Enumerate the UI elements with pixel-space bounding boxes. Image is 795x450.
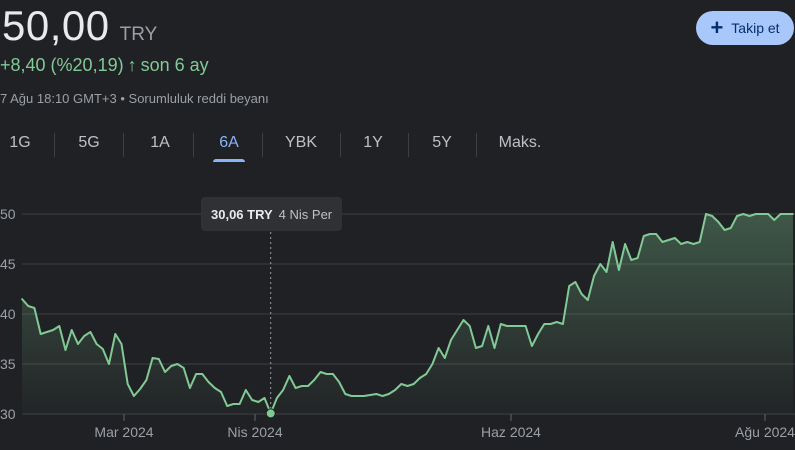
x-tick-label: Nis 2024	[227, 424, 282, 440]
disclaimer-link[interactable]: Sorumluluk reddi beyanı	[128, 91, 269, 106]
x-tick-label: Mar 2024	[94, 424, 153, 440]
range-tabs: 1G 5G 1A 6A YBK 1Y 5Y Maks.	[0, 128, 560, 162]
tooltip-price: 30,06 TRY	[211, 206, 273, 222]
tab-1g[interactable]: 1G	[9, 134, 31, 151]
tooltip-date: 4 Nis Per	[278, 206, 333, 222]
price-line	[21, 213, 793, 415]
quote-meta: 7 Ağu 18:10 GMT+3 • Sorumluluk reddi bey…	[0, 91, 269, 106]
hover-point	[265, 408, 276, 419]
x-axis-ticks: Mar 2024 Nis 2024 Haz 2024 Ağu 2024	[94, 414, 795, 440]
tab-divider	[408, 133, 409, 157]
change-period: son 6 ay	[140, 55, 209, 75]
tab-divider	[340, 133, 341, 157]
y-tick-label: 45	[0, 256, 16, 272]
y-tick-label: 30	[0, 406, 16, 422]
tab-divider	[54, 133, 55, 157]
follow-label: Takip et	[731, 20, 780, 36]
tab-ybk[interactable]: YBK	[284, 134, 317, 151]
y-tick-label: 40	[0, 306, 16, 322]
arrow-up-icon: ↑	[127, 55, 137, 75]
tab-divider	[476, 133, 477, 157]
y-axis-ticks: 30 35 40 45 50	[0, 206, 16, 422]
tab-divider	[193, 133, 194, 157]
bullet-separator: •	[120, 91, 125, 106]
tab-6a[interactable]: 6A	[213, 128, 245, 162]
y-tick-label: 35	[0, 356, 16, 372]
price-area	[22, 214, 793, 414]
price-change: +8,40 (%20,19) ↑ son 6 ay	[0, 55, 209, 76]
y-tick-label: 50	[0, 206, 16, 222]
x-tick-label: Ağu 2024	[735, 424, 795, 440]
price-header: 50,00 TRY	[2, 2, 157, 50]
tab-maks[interactable]: Maks.	[498, 134, 542, 151]
tab-1a[interactable]: 1A	[150, 134, 170, 151]
x-tick-label: Haz 2024	[481, 424, 541, 440]
currency-label: TRY	[119, 24, 158, 45]
timestamp: 7 Ağu 18:10 GMT+3	[0, 91, 117, 106]
tab-1y[interactable]: 1Y	[363, 134, 383, 151]
change-value: +8,40 (%20,19)	[0, 55, 124, 75]
tab-divider	[123, 133, 124, 157]
tab-divider	[262, 133, 263, 157]
tab-5g[interactable]: 5G	[78, 134, 100, 151]
current-price: 50,00	[2, 2, 110, 49]
chart-tooltip: 30,06 TRY 4 Nis Per	[201, 197, 343, 231]
follow-button[interactable]: + Takip et	[696, 11, 794, 45]
plus-icon: +	[710, 15, 724, 40]
tab-5y[interactable]: 5Y	[432, 134, 452, 151]
